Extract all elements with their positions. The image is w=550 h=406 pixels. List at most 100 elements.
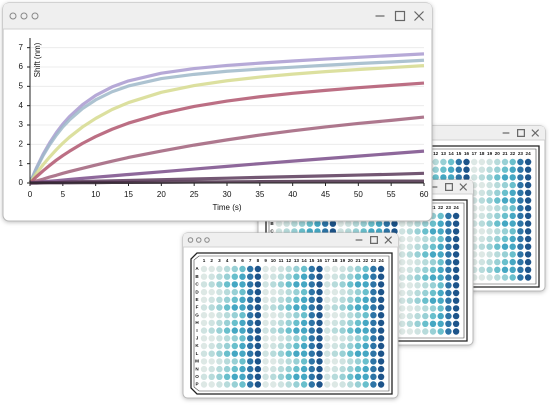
well bbox=[517, 197, 524, 204]
well bbox=[501, 158, 509, 166]
well bbox=[324, 281, 331, 288]
close-button[interactable] bbox=[384, 236, 393, 244]
well bbox=[262, 265, 269, 273]
well bbox=[406, 220, 414, 227]
well bbox=[478, 166, 486, 173]
well bbox=[285, 358, 292, 365]
well bbox=[262, 358, 269, 365]
x-tick-label: 30 bbox=[223, 190, 232, 199]
well bbox=[370, 365, 377, 373]
well bbox=[377, 319, 385, 327]
well bbox=[347, 304, 354, 311]
maximize-button[interactable] bbox=[394, 10, 406, 22]
column-label: 11 bbox=[279, 258, 284, 263]
well bbox=[223, 373, 231, 380]
well bbox=[478, 274, 486, 281]
maximize-button[interactable] bbox=[445, 183, 453, 191]
well bbox=[486, 274, 493, 281]
well bbox=[414, 228, 421, 235]
well bbox=[254, 281, 262, 288]
row-label: D bbox=[195, 289, 199, 294]
well bbox=[445, 274, 452, 281]
column-label: 8 bbox=[257, 258, 260, 263]
window-dot[interactable] bbox=[196, 237, 202, 243]
well bbox=[375, 220, 383, 227]
well bbox=[254, 319, 262, 327]
well bbox=[517, 228, 524, 235]
well bbox=[524, 220, 532, 227]
well bbox=[478, 189, 486, 196]
well bbox=[347, 288, 354, 296]
well bbox=[370, 327, 377, 334]
well bbox=[486, 251, 493, 258]
well bbox=[377, 358, 385, 365]
well bbox=[293, 335, 300, 342]
well bbox=[362, 265, 369, 273]
column-label: 23 bbox=[371, 258, 377, 263]
well bbox=[239, 327, 246, 334]
well bbox=[494, 181, 501, 189]
close-button[interactable] bbox=[531, 129, 540, 137]
well bbox=[370, 335, 377, 342]
close-button[interactable] bbox=[414, 11, 424, 21]
well bbox=[494, 251, 501, 258]
column-label: 23 bbox=[518, 151, 524, 156]
well bbox=[339, 273, 346, 280]
well bbox=[223, 350, 231, 357]
window-dot[interactable] bbox=[9, 12, 17, 20]
row-label: G bbox=[195, 312, 199, 317]
well bbox=[270, 335, 277, 342]
well bbox=[262, 327, 269, 334]
well bbox=[509, 266, 516, 273]
x-tick-label: 50 bbox=[354, 190, 363, 199]
well bbox=[324, 342, 331, 350]
column-label: 3 bbox=[218, 258, 221, 263]
well bbox=[216, 312, 223, 319]
well bbox=[285, 288, 292, 296]
well bbox=[377, 265, 385, 273]
well bbox=[223, 288, 231, 296]
well bbox=[216, 373, 223, 380]
row-label: F bbox=[196, 305, 199, 310]
well bbox=[239, 265, 246, 273]
well bbox=[247, 281, 254, 288]
window-dot[interactable] bbox=[31, 12, 39, 20]
well bbox=[354, 373, 362, 380]
well bbox=[422, 297, 429, 304]
well bbox=[422, 320, 429, 327]
well bbox=[440, 158, 447, 166]
well bbox=[262, 335, 269, 342]
well bbox=[345, 220, 352, 227]
row-label: N bbox=[195, 366, 199, 371]
well bbox=[478, 212, 486, 220]
well bbox=[324, 358, 331, 365]
window-dot[interactable] bbox=[204, 237, 210, 243]
well bbox=[331, 358, 339, 365]
well bbox=[208, 373, 215, 380]
well bbox=[422, 228, 429, 235]
well bbox=[486, 243, 493, 250]
well bbox=[354, 304, 362, 311]
y-tick-label: 5 bbox=[19, 81, 24, 90]
well bbox=[277, 273, 285, 280]
window-dot[interactable] bbox=[20, 12, 28, 20]
well bbox=[509, 166, 516, 173]
x-axis-label: Time (s) bbox=[212, 203, 241, 212]
maximize-button[interactable] bbox=[370, 236, 378, 244]
well bbox=[293, 273, 300, 280]
column-label: 13 bbox=[441, 151, 447, 156]
well bbox=[231, 327, 238, 334]
y-tick-label: 3 bbox=[19, 120, 24, 129]
row-label: L bbox=[196, 351, 199, 356]
maximize-button[interactable] bbox=[517, 129, 525, 137]
well bbox=[406, 228, 414, 235]
well bbox=[509, 174, 516, 181]
well bbox=[437, 297, 444, 304]
close-button[interactable] bbox=[459, 183, 468, 191]
well bbox=[293, 296, 300, 303]
well bbox=[377, 381, 385, 388]
window-dot[interactable] bbox=[187, 237, 194, 243]
well bbox=[293, 265, 300, 273]
well bbox=[339, 288, 346, 296]
well bbox=[501, 205, 509, 212]
